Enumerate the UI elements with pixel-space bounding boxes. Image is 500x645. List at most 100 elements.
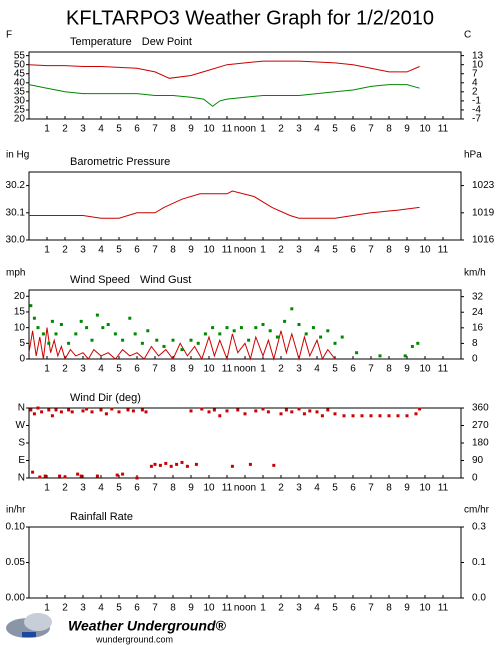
- x-tick-label: 6: [134, 245, 140, 256]
- x-tick-label: 1: [44, 483, 50, 494]
- x-tick-label: 1: [260, 364, 266, 375]
- data-point: [378, 354, 382, 358]
- logo: [6, 613, 52, 638]
- data-point: [146, 329, 150, 333]
- data-point: [169, 464, 173, 468]
- y2-axis-unit: cm/hr: [464, 505, 490, 516]
- x-tick-label: 6: [350, 483, 356, 494]
- data-point: [180, 460, 184, 464]
- x-tick-label: 7: [368, 124, 374, 135]
- x-tick-label: 9: [188, 124, 194, 135]
- x-tick-label: 5: [116, 603, 122, 614]
- data-point: [333, 341, 337, 345]
- data-point: [261, 323, 265, 326]
- data-point: [326, 329, 330, 333]
- x-tick-label: 3: [80, 245, 86, 256]
- x-tick-label: 11: [222, 364, 233, 375]
- x-tick-label: 2: [278, 364, 284, 375]
- x-tick-label: 4: [314, 364, 320, 375]
- legend-label: Temperature: [70, 36, 132, 48]
- page-title: KFLTARPO3 Weather Graph for 1/2/2010: [66, 7, 434, 29]
- x-tick-label: 6: [134, 124, 140, 135]
- y-tick-label: 15: [14, 307, 26, 318]
- brand-url: wunderground.com: [95, 634, 173, 644]
- data-point: [153, 462, 157, 466]
- y2-tick-label: 0.1: [472, 557, 486, 568]
- data-point: [275, 335, 279, 339]
- data-point: [387, 414, 391, 418]
- data-point: [162, 344, 166, 348]
- y-tick-label: 0.05: [6, 557, 26, 568]
- x-tick-label: 6: [134, 483, 140, 494]
- data-point: [311, 326, 315, 330]
- x-tick-label: 7: [368, 364, 374, 375]
- x-tick-label: noon: [234, 603, 256, 614]
- y2-tick-label: 1023: [472, 180, 495, 191]
- x-tick-label: 9: [404, 245, 410, 256]
- y2-tick-label: 1016: [472, 235, 495, 246]
- data-point: [106, 323, 110, 326]
- x-tick-label: noon: [234, 245, 256, 256]
- logo-cloud: [24, 613, 52, 631]
- data-point: [128, 316, 132, 320]
- x-tick-label: 8: [386, 124, 392, 135]
- x-tick-label: 1: [44, 603, 50, 614]
- y2-tick-label: -7: [472, 114, 481, 125]
- x-tick-label: 5: [332, 603, 338, 614]
- x-tick-label: 11: [222, 245, 233, 256]
- x-tick-label: 9: [404, 483, 410, 494]
- data-point: [410, 344, 414, 348]
- data-point: [342, 414, 346, 418]
- x-tick-label: 3: [80, 483, 86, 494]
- x-tick-label: 3: [296, 603, 302, 614]
- y2-tick-label: 0.0: [472, 593, 486, 604]
- x-tick-label: 7: [368, 483, 374, 494]
- y2-tick-label: 8: [472, 338, 478, 349]
- x-tick-label: 4: [314, 483, 320, 494]
- data-point: [196, 341, 200, 345]
- x-tick-label: noon: [234, 364, 256, 375]
- y-tick-label: 30.1: [6, 207, 26, 218]
- data-point: [67, 341, 71, 345]
- y-axis-unit: in/hr: [6, 505, 26, 516]
- y-tick-label: 0.10: [6, 522, 26, 533]
- x-tick-label: 4: [98, 245, 104, 256]
- data-point: [38, 475, 42, 479]
- data-point: [140, 408, 144, 412]
- y2-tick-label: -4: [472, 105, 481, 116]
- data-point: [29, 304, 33, 308]
- x-tick-label: 10: [419, 124, 431, 135]
- x-tick-label: 2: [62, 483, 68, 494]
- x-tick-label: 8: [170, 603, 176, 614]
- data-point: [31, 470, 35, 474]
- y-tick-label: N: [18, 403, 25, 414]
- data-point: [81, 409, 85, 413]
- x-tick-label: 2: [62, 603, 68, 614]
- y2-tick-label: 0: [472, 354, 478, 365]
- y-tick-label: 25: [14, 105, 26, 116]
- x-tick-label: 3: [80, 603, 86, 614]
- data-point: [74, 332, 78, 336]
- x-tick-label: 6: [350, 364, 356, 375]
- data-point: [272, 463, 276, 467]
- x-tick-label: 6: [350, 124, 356, 135]
- data-point: [43, 474, 47, 478]
- x-tick-label: 3: [296, 483, 302, 494]
- x-tick-label: 8: [386, 364, 392, 375]
- data-point: [369, 414, 373, 418]
- x-tick-label: 5: [332, 364, 338, 375]
- y-tick-label: W: [16, 420, 26, 431]
- data-point: [218, 332, 222, 336]
- data-point: [85, 326, 89, 330]
- series-line: [29, 190, 420, 219]
- x-tick-label: 10: [203, 364, 215, 375]
- data-point: [158, 463, 162, 467]
- data-point: [189, 338, 193, 342]
- data-point: [121, 472, 125, 476]
- data-point: [90, 338, 94, 342]
- data-point: [414, 412, 418, 416]
- y-tick-label: 30.2: [6, 180, 26, 191]
- x-tick-label: 1: [44, 364, 50, 375]
- data-point: [155, 338, 159, 342]
